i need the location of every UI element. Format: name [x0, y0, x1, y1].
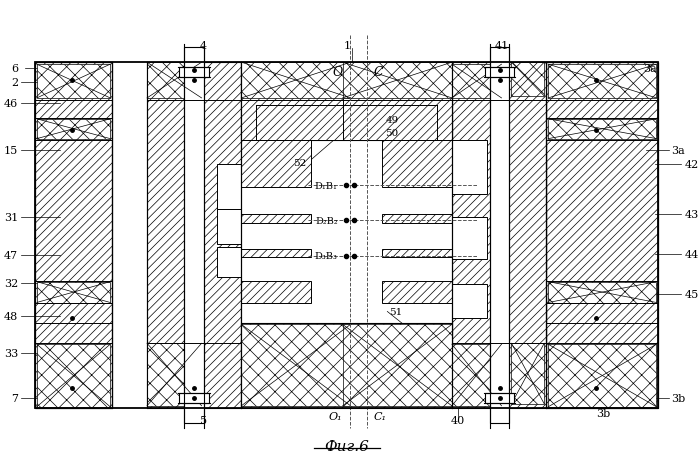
Text: 40: 40	[451, 415, 465, 425]
Text: 1: 1	[344, 41, 351, 51]
Bar	[37, 344, 110, 407]
Text: 3a: 3a	[671, 145, 685, 155]
Text: 43: 43	[684, 210, 698, 219]
Bar	[217, 247, 241, 277]
Text: 4: 4	[200, 41, 207, 51]
Bar	[452, 218, 487, 259]
Text: 3b: 3b	[671, 393, 686, 403]
Text: 49: 49	[385, 116, 398, 125]
Text: D₁B₁: D₁B₁	[315, 181, 338, 190]
Bar	[241, 325, 351, 406]
Bar	[343, 63, 452, 99]
Bar	[548, 282, 656, 303]
Bar	[452, 140, 487, 195]
Text: O: O	[333, 65, 343, 78]
Bar	[382, 140, 452, 188]
Bar	[241, 63, 452, 408]
Bar	[147, 63, 241, 408]
Bar	[343, 325, 452, 406]
Text: 33: 33	[3, 348, 18, 358]
Bar	[489, 48, 510, 423]
Text: 32: 32	[3, 278, 18, 288]
Bar	[147, 344, 201, 406]
Text: 46: 46	[3, 99, 18, 109]
Bar	[452, 344, 501, 406]
Bar	[37, 282, 110, 303]
Text: 44: 44	[684, 249, 698, 259]
Bar	[548, 65, 656, 99]
Bar	[548, 344, 656, 407]
Bar	[184, 63, 203, 413]
Text: 41: 41	[494, 41, 509, 51]
Bar	[184, 48, 203, 423]
Bar	[241, 250, 311, 257]
Text: 5: 5	[200, 415, 207, 425]
Text: D₃B₃: D₃B₃	[315, 252, 338, 261]
Text: 31: 31	[3, 213, 18, 223]
Text: 7: 7	[11, 393, 18, 403]
Text: C: C	[373, 65, 383, 78]
Text: 6: 6	[10, 64, 18, 74]
Bar	[241, 63, 351, 140]
Bar	[548, 119, 656, 139]
Bar	[452, 63, 546, 408]
Bar	[217, 165, 241, 210]
Text: D₂B₂: D₂B₂	[315, 216, 338, 225]
Text: C₁: C₁	[373, 411, 387, 421]
Bar	[452, 284, 487, 319]
Text: 45: 45	[684, 289, 698, 299]
Text: 51: 51	[389, 307, 403, 316]
Bar	[241, 281, 311, 304]
Bar	[37, 119, 110, 139]
Text: 52: 52	[293, 159, 306, 168]
Bar	[512, 344, 545, 404]
Bar	[489, 63, 510, 413]
Bar	[37, 65, 110, 99]
Bar	[179, 393, 208, 403]
Bar	[241, 140, 311, 188]
Bar	[35, 63, 113, 408]
Text: 47: 47	[3, 250, 18, 260]
Bar	[241, 215, 311, 224]
Bar	[484, 393, 514, 403]
Bar	[382, 281, 452, 304]
Bar	[241, 63, 351, 99]
Text: 3b: 3b	[596, 408, 610, 418]
Bar	[382, 215, 452, 224]
Text: 15: 15	[3, 145, 18, 155]
Bar	[147, 63, 201, 99]
Bar	[241, 324, 452, 408]
Bar	[382, 250, 452, 257]
Bar	[35, 63, 658, 408]
Text: 2: 2	[10, 78, 18, 88]
Bar	[512, 63, 545, 97]
Text: 50: 50	[385, 129, 398, 138]
Text: 42: 42	[684, 160, 698, 170]
Bar	[546, 63, 658, 408]
Bar	[179, 68, 208, 78]
Bar	[343, 63, 452, 140]
Bar	[452, 65, 501, 99]
Bar	[241, 63, 452, 140]
Bar	[484, 68, 514, 78]
Text: O₁: O₁	[329, 411, 343, 421]
Bar	[217, 210, 241, 244]
Text: Фиг.6: Фиг.6	[324, 438, 369, 452]
Text: 48: 48	[3, 312, 18, 322]
Text: 3a: 3a	[644, 64, 657, 74]
